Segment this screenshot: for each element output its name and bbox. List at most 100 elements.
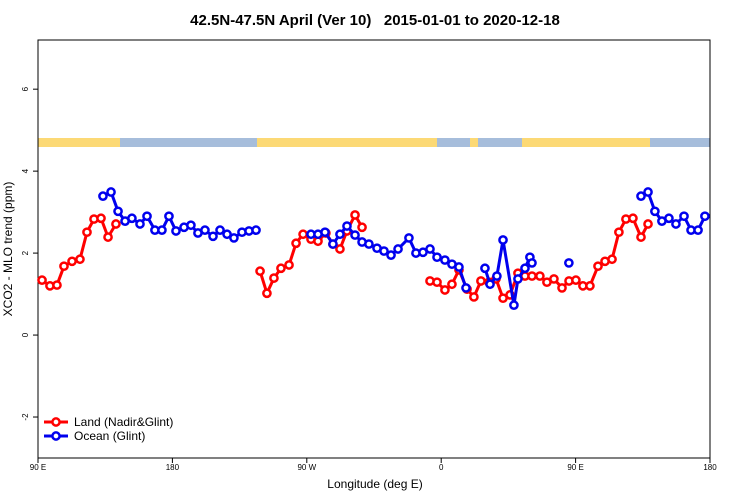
data-point xyxy=(215,225,225,235)
data-point xyxy=(251,225,261,235)
data-point xyxy=(222,229,232,240)
data-point xyxy=(164,211,174,222)
data-point xyxy=(485,279,495,290)
data-point xyxy=(276,263,286,274)
data-point xyxy=(284,260,294,270)
data-point xyxy=(255,266,265,276)
data-point xyxy=(509,300,519,310)
data-point xyxy=(96,213,106,224)
data-point xyxy=(328,239,338,249)
data-point xyxy=(67,256,77,267)
data-point xyxy=(335,229,345,240)
data-point xyxy=(693,225,703,235)
data-point xyxy=(492,271,502,281)
data-point xyxy=(671,219,681,229)
data-point xyxy=(628,213,638,224)
data-point xyxy=(593,261,603,272)
data-point xyxy=(535,271,545,281)
data-point xyxy=(111,219,121,229)
data-point xyxy=(607,254,617,265)
data-point xyxy=(454,262,464,272)
data-point xyxy=(520,263,530,274)
data-point xyxy=(527,271,537,281)
data-point xyxy=(229,233,239,243)
data-point xyxy=(342,221,352,231)
x-tick-label: 90 W xyxy=(297,463,316,472)
data-point xyxy=(103,232,113,242)
y-tick-label: 4 xyxy=(21,168,30,173)
data-point xyxy=(350,210,360,220)
x-tick-label: 90 E xyxy=(30,463,46,472)
data-point xyxy=(425,244,435,254)
data-point xyxy=(52,280,62,290)
data-point xyxy=(404,233,414,243)
data-point xyxy=(350,230,360,240)
data-point xyxy=(113,206,123,217)
data-point xyxy=(447,279,457,290)
data-point xyxy=(432,252,442,263)
data-point xyxy=(636,191,646,201)
data-point xyxy=(513,274,523,284)
data-point xyxy=(461,283,471,293)
y-tick-label: 6 xyxy=(21,86,30,91)
data-point xyxy=(700,211,710,222)
data-point xyxy=(643,219,653,229)
data-point xyxy=(364,239,374,249)
data-point xyxy=(269,273,279,283)
x-tick-label: 180 xyxy=(703,463,717,472)
data-point xyxy=(636,232,646,242)
data-point xyxy=(208,231,218,242)
data-point xyxy=(171,226,181,236)
data-point xyxy=(357,222,367,233)
data-point xyxy=(643,187,653,197)
legend-swatch xyxy=(51,431,61,441)
legend-swatch xyxy=(51,417,61,427)
data-point xyxy=(393,244,403,254)
x-axis-label: Longitude (deg E) xyxy=(327,477,422,491)
data-point xyxy=(291,238,301,249)
data-point xyxy=(480,263,490,274)
data-point xyxy=(440,255,450,265)
y-tick-label: 2 xyxy=(21,250,30,255)
data-point xyxy=(664,213,674,224)
data-point xyxy=(650,206,660,217)
data-point xyxy=(106,187,116,197)
data-point xyxy=(142,211,152,222)
data-point xyxy=(186,220,196,231)
data-point xyxy=(386,250,396,260)
data-point xyxy=(262,288,272,299)
data-point xyxy=(557,283,567,293)
data-point xyxy=(320,227,330,238)
data-point xyxy=(200,225,210,235)
y-tick-label: -2 xyxy=(21,413,30,421)
chart-title: 42.5N-47.5N April (Ver 10) 2015-01-01 to… xyxy=(190,12,560,29)
data-point xyxy=(564,258,574,268)
data-point xyxy=(82,227,92,238)
data-point xyxy=(527,258,537,268)
data-point xyxy=(335,244,345,254)
data-point xyxy=(75,254,85,265)
legend-label: Land (Nadir&Glint) xyxy=(74,415,173,429)
data-point xyxy=(498,235,508,245)
data-point xyxy=(476,276,486,286)
data-point xyxy=(679,211,689,222)
y-tick-label: 0 xyxy=(21,332,30,337)
legend-label: Ocean (Glint) xyxy=(74,429,145,443)
data-point xyxy=(98,191,108,201)
x-tick-label: 90 E xyxy=(567,463,583,472)
land-ocean-mask xyxy=(38,138,710,147)
data-point xyxy=(379,246,389,256)
data-point xyxy=(585,281,595,291)
data-point xyxy=(440,285,450,295)
data-point xyxy=(127,213,137,224)
data-point xyxy=(571,275,581,285)
plot-frame xyxy=(37,39,711,459)
data-point xyxy=(469,292,479,302)
x-tick-label: 0 xyxy=(439,463,444,472)
data-point xyxy=(59,261,69,272)
data-point xyxy=(157,225,167,235)
data-point xyxy=(298,229,308,240)
x-tick-label: 180 xyxy=(166,463,180,472)
data-point xyxy=(135,219,145,229)
